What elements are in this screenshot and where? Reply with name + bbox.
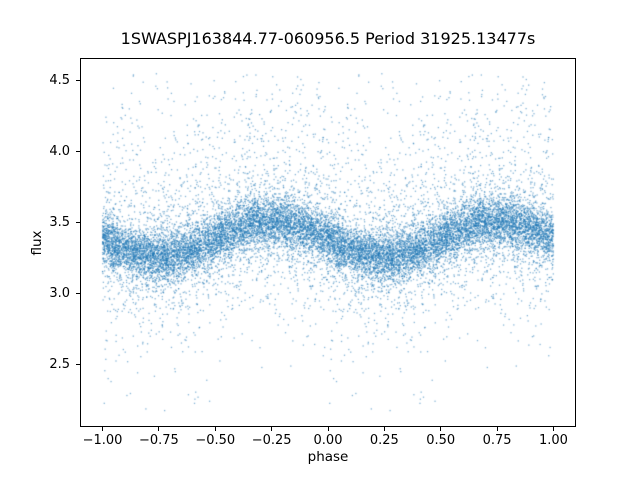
x-tick-label: −0.75	[138, 433, 179, 448]
y-tick-mark	[76, 80, 80, 82]
x-tick-mark	[383, 427, 385, 431]
x-tick-mark	[440, 427, 442, 431]
x-tick-label: −0.25	[251, 433, 292, 448]
x-tick-mark	[158, 427, 160, 431]
y-axis-label: flux	[29, 230, 45, 256]
y-tick-label: 4.5	[49, 73, 70, 89]
y-tick-label: 3.5	[49, 215, 70, 231]
x-tick-label: −0.50	[195, 433, 236, 448]
x-tick-label: 0.75	[482, 433, 512, 448]
y-tick-label: 4.0	[49, 144, 70, 160]
x-tick-label: −1.00	[82, 433, 123, 448]
x-tick-label: 0.25	[369, 433, 399, 448]
x-tick-mark	[552, 427, 554, 431]
chart-title: 1SWASPJ163844.77-060956.5 Period 31925.1…	[120, 29, 536, 48]
y-tick-label: 2.5	[49, 357, 70, 373]
x-tick-mark	[496, 427, 498, 431]
y-tick-mark	[76, 151, 80, 153]
y-tick-mark	[76, 364, 80, 366]
x-tick-mark	[271, 427, 273, 431]
y-tick-mark	[76, 293, 80, 295]
x-tick-mark	[327, 427, 329, 431]
x-tick-mark	[214, 427, 216, 431]
y-tick-label: 3.0	[49, 286, 70, 302]
scatter-points-canvas	[80, 58, 576, 427]
x-tick-label: 0.00	[313, 433, 343, 448]
x-tick-mark	[102, 427, 104, 431]
y-tick-mark	[76, 222, 80, 224]
x-axis-label: phase	[307, 449, 349, 465]
x-tick-label: 1.00	[538, 433, 568, 448]
x-tick-label: 0.50	[426, 433, 456, 448]
